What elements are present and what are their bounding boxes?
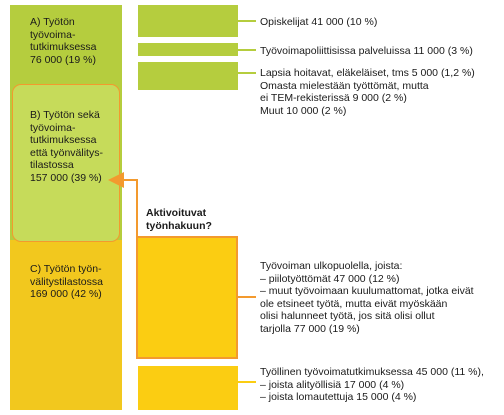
mid-block-2 — [138, 43, 238, 56]
feedback-arrow — [108, 172, 138, 244]
box-b-overlap — [12, 84, 120, 242]
yellow-column — [10, 240, 122, 410]
desc-others: Lapsia hoitavat, eläkeläiset, tms 5 000 … — [260, 67, 475, 117]
mid-block-3 — [138, 62, 238, 90]
desc-services: Työvoimapoliittisissa palveluissa 11 000… — [260, 45, 473, 57]
desc-employed: Työllinen työvoimatutkimuksessa 45 000 (… — [260, 366, 484, 404]
box-a-label: A) Työtön työvoima- tutkimuksessa 76 000… — [30, 16, 97, 66]
desc-students: Opiskelijat 41 000 (10 %) — [260, 16, 378, 28]
box-c-label: C) Työtön työn- välitystilastossa 169 00… — [30, 263, 103, 301]
mid-block-5 — [138, 366, 238, 410]
question-label: Aktivoituvat työnhakuun? — [146, 207, 212, 232]
mid-block-1 — [138, 5, 238, 37]
mid-block-4 — [136, 236, 238, 359]
desc-outside-labour: Työvoiman ulkopuolella, joista: – piilot… — [260, 260, 474, 335]
box-b-label: B) Työtön sekä työvoima- tutkimuksessa e… — [30, 109, 103, 184]
